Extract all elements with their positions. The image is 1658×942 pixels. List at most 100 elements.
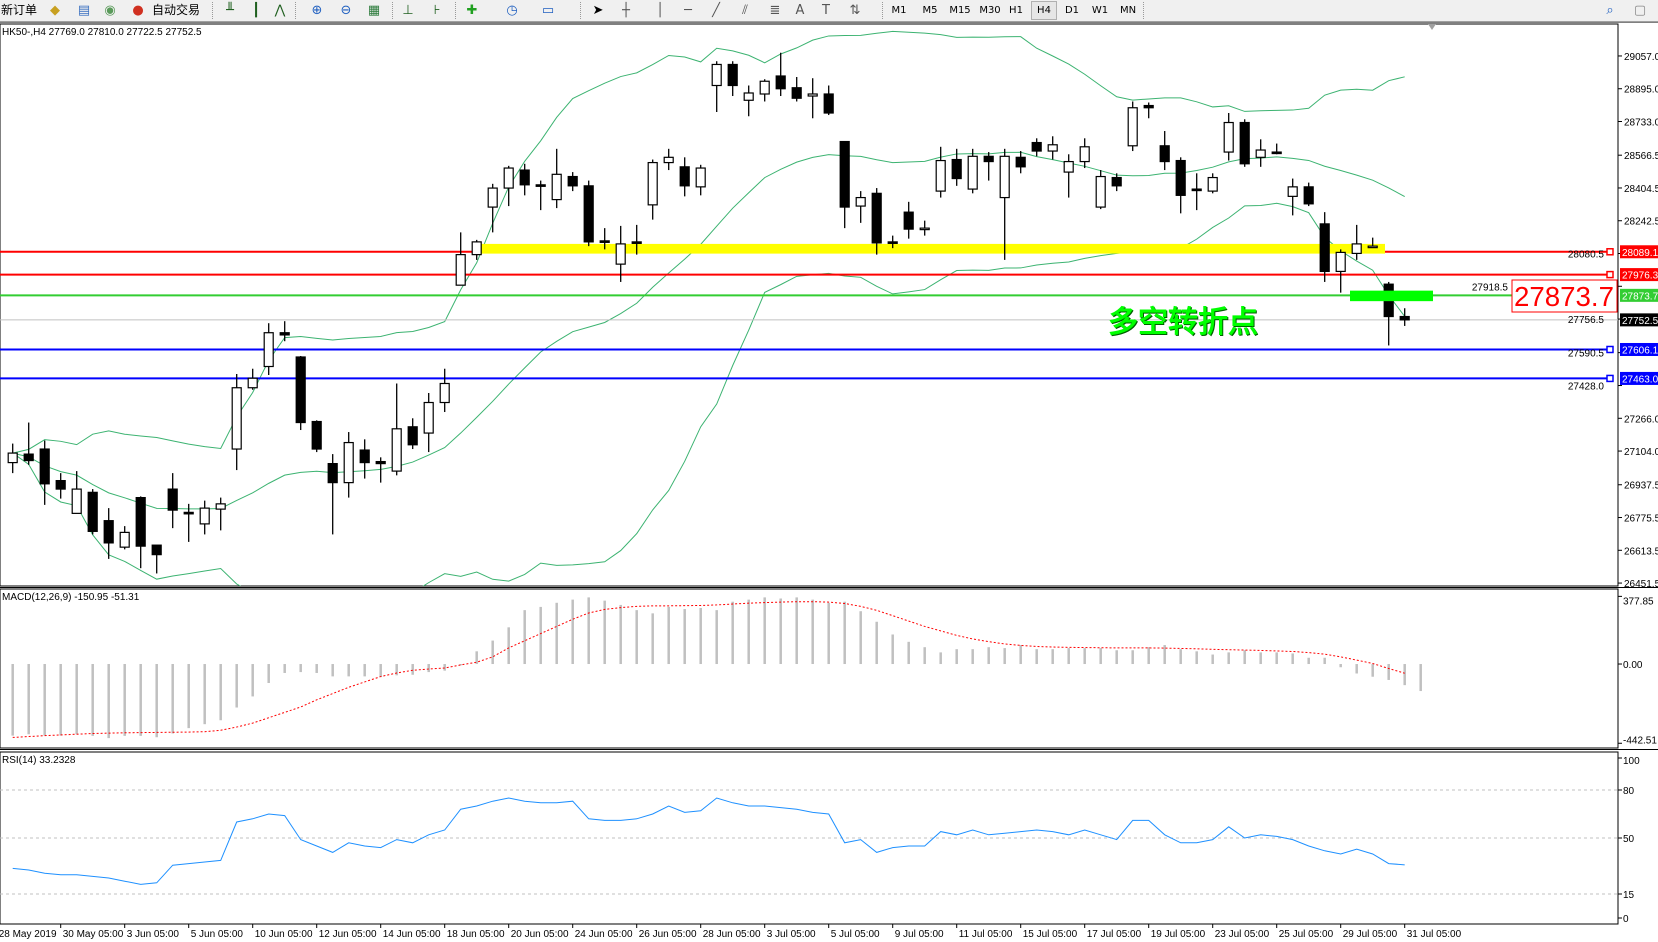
candle-body	[375, 460, 386, 465]
candlestick-chart-icon[interactable]: ┃	[252, 3, 260, 18]
text-icon[interactable]: A	[795, 3, 805, 18]
zoom-out-icon[interactable]: ⊖	[340, 3, 352, 18]
candle	[407, 418, 418, 450]
new-order-button[interactable]: 新订单	[0, 3, 37, 17]
timeframe-d1[interactable]: D1	[1064, 5, 1080, 16]
level-handle[interactable]	[1606, 248, 1614, 256]
candle	[855, 191, 866, 223]
candle	[1303, 182, 1314, 207]
price-label-box[interactable]	[1511, 279, 1618, 313]
candle-body	[535, 184, 546, 187]
candle	[263, 323, 274, 375]
price-tick-label: 26937.5	[1624, 481, 1658, 492]
candle-body	[759, 80, 770, 95]
candle-body	[423, 401, 434, 434]
text-label-icon[interactable]: T	[822, 3, 830, 18]
candle	[1399, 308, 1410, 326]
level-handle[interactable]	[1606, 374, 1614, 383]
annotation-text[interactable]: 多空转折点	[1108, 305, 1258, 340]
vertical-line-icon[interactable]: │	[656, 3, 664, 18]
crosshair-icon[interactable]: ┼	[622, 3, 630, 18]
candle	[215, 497, 226, 531]
rsi-line	[12, 797, 1405, 885]
templates-icon[interactable]: ▭	[541, 3, 555, 18]
time-tick-label: 15 Jul 05:00	[1023, 929, 1078, 940]
candle	[1335, 249, 1346, 293]
candle-body	[327, 463, 338, 484]
time-tick-label: 11 Jul 05:00	[959, 929, 1013, 940]
yellow-zone[interactable]	[472, 243, 1385, 254]
level-price-tag-bg	[1620, 371, 1658, 385]
fibonacci-icon[interactable]: ≣	[769, 3, 781, 18]
timeframe-m5[interactable]: M5	[922, 5, 938, 16]
candle	[1239, 119, 1250, 167]
candle	[247, 368, 258, 390]
candle-body	[903, 211, 914, 230]
market-watch-icon[interactable]: ▤	[77, 3, 91, 18]
tile-windows-icon[interactable]: ▦	[367, 3, 381, 18]
candle-body	[631, 241, 642, 244]
candle	[1223, 113, 1234, 161]
candle	[199, 500, 210, 535]
indicators-icon[interactable]: ✚	[466, 3, 478, 18]
arrows-icon[interactable]: ⇅	[849, 3, 861, 18]
auto-trading-icon[interactable]: ●	[132, 3, 144, 18]
auto-trading-button[interactable]: 自动交易	[151, 3, 200, 17]
candle-body	[615, 243, 626, 265]
candle	[679, 157, 690, 197]
price-tick-label: 27918.5	[1472, 282, 1509, 293]
timeframe-mn[interactable]: MN	[1119, 5, 1137, 16]
candle	[1111, 173, 1122, 192]
candle-body	[279, 332, 290, 336]
candle-body	[1239, 121, 1250, 165]
toolbar: 新订单 ◆ ▤ ◉ ● 自动交易 ╨ ┃ ⋀ ⊕ ⊖ ▦ ⊥ ⊦ ✚ ◷ ▭ ➤…	[0, 0, 1658, 22]
search-icon[interactable]: ⌕	[1606, 3, 1614, 18]
candle	[439, 368, 450, 413]
metaquotes-language-editor-icon[interactable]: ◆	[50, 3, 60, 18]
timeframe-m30[interactable]: M30	[979, 5, 1001, 16]
candle	[807, 78, 818, 119]
candle	[919, 220, 930, 236]
candle-body	[1111, 176, 1122, 187]
candle-body	[71, 488, 82, 514]
candle-body	[1271, 151, 1282, 155]
line-chart-icon[interactable]: ⋀	[274, 3, 286, 18]
candle-body	[39, 448, 50, 485]
timeframe-m1[interactable]: M1	[891, 5, 907, 16]
candle	[279, 321, 290, 342]
candle	[119, 526, 130, 550]
equidistant-channel-icon[interactable]: ⫽	[742, 3, 748, 18]
timeframe-h4[interactable]: H4	[1031, 1, 1057, 20]
candle	[615, 225, 626, 282]
rsi-tick-label: 0	[1623, 914, 1629, 925]
chart-shift-icon[interactable]: ⊦	[433, 3, 441, 18]
price-tick-label: 27428.0	[1568, 382, 1605, 393]
periods-icon[interactable]: ◷	[506, 3, 518, 18]
bar-chart-icon[interactable]: ╨	[226, 3, 234, 18]
candle	[1095, 170, 1106, 210]
chart-shift-marker[interactable]	[1428, 24, 1436, 30]
candle	[87, 489, 98, 535]
signals-icon[interactable]: ◉	[104, 3, 116, 18]
cursor-icon[interactable]: ➤	[592, 3, 604, 18]
candle	[135, 496, 146, 569]
candle	[343, 432, 354, 498]
candle	[1255, 139, 1266, 167]
zoom-in-icon[interactable]: ⊕	[311, 3, 323, 18]
timeframe-w1[interactable]: W1	[1091, 5, 1109, 16]
chat-icon[interactable]: ▢	[1633, 3, 1647, 18]
horizontal-line-icon[interactable]: ─	[684, 3, 692, 18]
timeframe-h1[interactable]: H1	[1009, 5, 1023, 16]
candle-body	[807, 93, 818, 97]
price-tick-label: 26451.5	[1624, 579, 1658, 590]
green-zone[interactable]	[1350, 290, 1433, 302]
time-tick-label: 24 Jun 05:00	[575, 929, 633, 940]
auto-scroll-icon[interactable]: ⊥	[402, 3, 414, 18]
level-handle[interactable]	[1606, 345, 1614, 354]
level-handle[interactable]	[1606, 270, 1614, 279]
timeframe-m15[interactable]: M15	[949, 5, 971, 16]
candle-body	[1303, 186, 1314, 205]
trendline-icon[interactable]: ╱	[712, 3, 720, 18]
candle	[359, 439, 370, 479]
